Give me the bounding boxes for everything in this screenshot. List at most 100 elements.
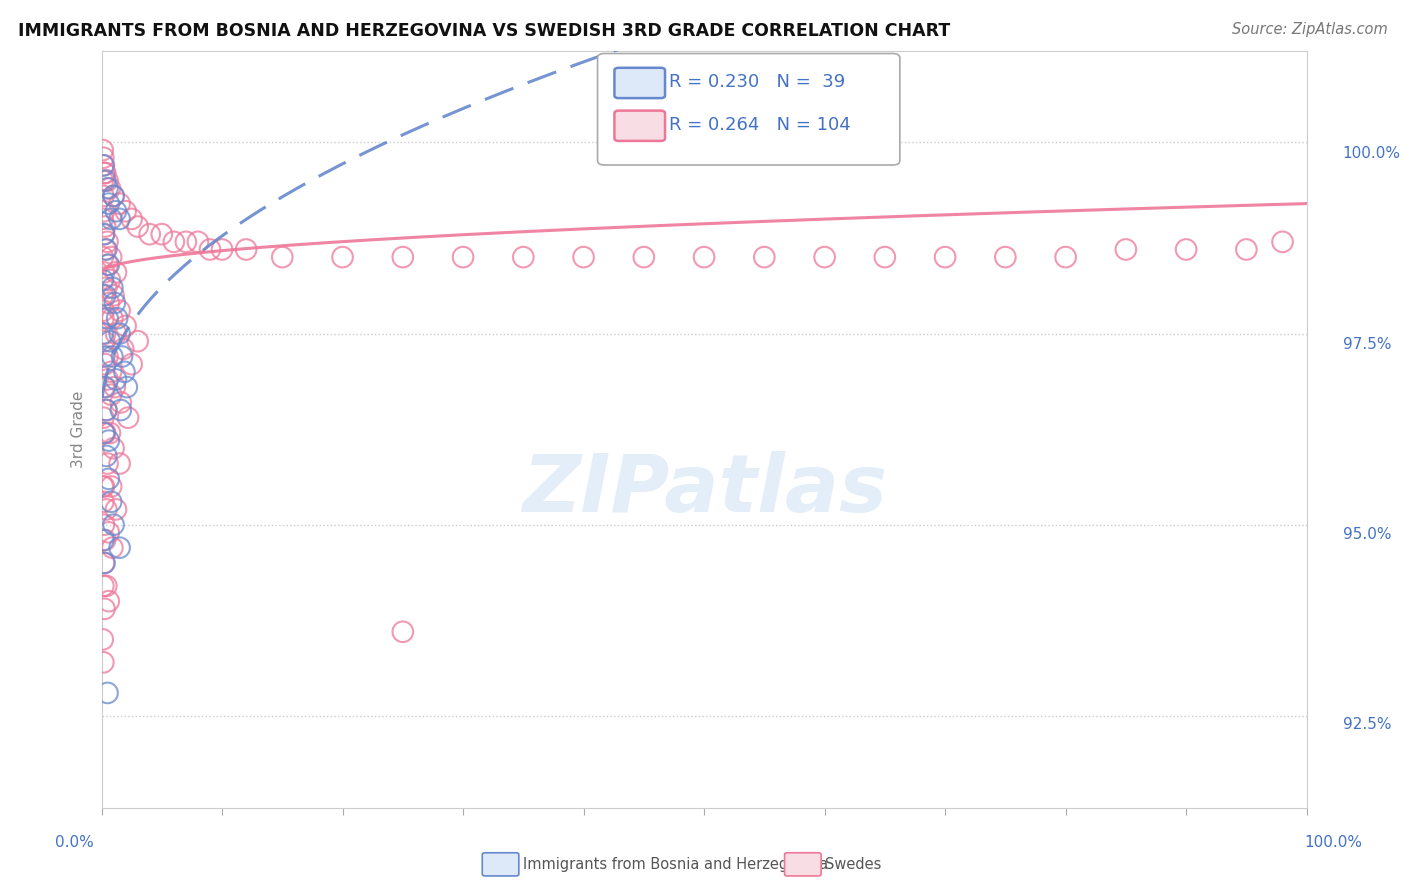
Point	[391, 250, 413, 264]
Point	[111, 350, 134, 364]
Point	[97, 434, 120, 448]
Point	[91, 410, 114, 425]
Point	[103, 189, 125, 203]
Point	[138, 227, 160, 242]
Point	[114, 318, 136, 333]
Point	[96, 235, 118, 249]
Point	[96, 243, 118, 257]
Point	[150, 227, 173, 242]
Point	[94, 243, 117, 257]
Point	[198, 243, 221, 257]
Point	[91, 326, 114, 341]
Point	[101, 311, 124, 326]
Point	[108, 211, 131, 226]
Point	[98, 273, 121, 287]
Point	[91, 143, 114, 157]
Point	[96, 449, 118, 463]
Point	[633, 250, 655, 264]
Point	[94, 533, 117, 547]
Text: Immigrants from Bosnia and Herzegovina: Immigrants from Bosnia and Herzegovina	[523, 857, 828, 871]
Point	[103, 517, 125, 532]
Point	[1175, 243, 1198, 257]
Point	[112, 365, 135, 379]
Point	[91, 151, 114, 165]
Point	[93, 227, 115, 242]
Point	[100, 479, 122, 493]
Point	[93, 425, 115, 440]
Point	[91, 533, 114, 547]
Point	[572, 250, 595, 264]
Point	[93, 479, 115, 493]
Point	[93, 265, 115, 279]
Point	[332, 250, 354, 264]
Point	[104, 296, 127, 310]
Point	[94, 425, 117, 440]
Point	[96, 403, 118, 417]
Point	[93, 166, 115, 180]
Point	[93, 380, 115, 394]
Point	[94, 288, 117, 302]
Point	[97, 594, 120, 608]
Point	[96, 686, 118, 700]
Point	[873, 250, 896, 264]
Point	[105, 311, 128, 326]
Point	[127, 219, 149, 234]
Point	[104, 265, 127, 279]
Point	[97, 472, 120, 486]
Point	[101, 281, 124, 295]
Point	[104, 372, 127, 386]
Point	[114, 204, 136, 219]
Point	[127, 334, 149, 349]
Point	[100, 211, 122, 226]
Point	[103, 288, 125, 302]
Point	[110, 395, 132, 409]
Point	[100, 365, 122, 379]
Point	[108, 303, 131, 318]
Text: Swedes: Swedes	[825, 857, 882, 871]
Point	[91, 495, 114, 509]
Point	[163, 235, 186, 249]
Point	[93, 556, 115, 570]
Text: R = 0.230   N =  39: R = 0.230 N = 39	[669, 73, 845, 91]
Point	[96, 457, 118, 471]
Point	[1234, 243, 1257, 257]
Text: 100.0%: 100.0%	[1343, 146, 1400, 161]
Point	[693, 250, 716, 264]
Point	[91, 273, 114, 287]
Point	[96, 181, 118, 195]
Point	[96, 403, 118, 417]
Point	[93, 334, 115, 349]
Point	[108, 541, 131, 555]
Point	[121, 211, 143, 226]
Point	[93, 517, 115, 532]
Point	[104, 502, 127, 516]
Point	[104, 326, 127, 341]
Point	[96, 311, 118, 326]
Point	[1271, 235, 1294, 249]
Point	[271, 250, 294, 264]
Point	[117, 410, 139, 425]
Point	[93, 158, 115, 172]
Point	[754, 250, 776, 264]
Text: IMMIGRANTS FROM BOSNIA AND HERZEGOVINA VS SWEDISH 3RD GRADE CORRELATION CHART: IMMIGRANTS FROM BOSNIA AND HERZEGOVINA V…	[18, 22, 950, 40]
Point	[108, 196, 131, 211]
Point	[110, 403, 132, 417]
Point	[100, 388, 122, 402]
Point	[451, 250, 474, 264]
Text: Source: ZipAtlas.com: Source: ZipAtlas.com	[1232, 22, 1388, 37]
Point	[91, 189, 114, 203]
Point	[91, 579, 114, 593]
Point	[94, 174, 117, 188]
Text: 95.0%: 95.0%	[1343, 527, 1391, 542]
Point	[97, 258, 120, 272]
Point	[93, 350, 115, 364]
Point	[235, 243, 257, 257]
Point	[91, 211, 114, 226]
Point	[121, 357, 143, 371]
Point	[103, 442, 125, 456]
Point	[91, 632, 114, 647]
Point	[813, 250, 835, 264]
Point	[93, 227, 115, 242]
Point	[91, 303, 114, 318]
Point	[94, 357, 117, 371]
